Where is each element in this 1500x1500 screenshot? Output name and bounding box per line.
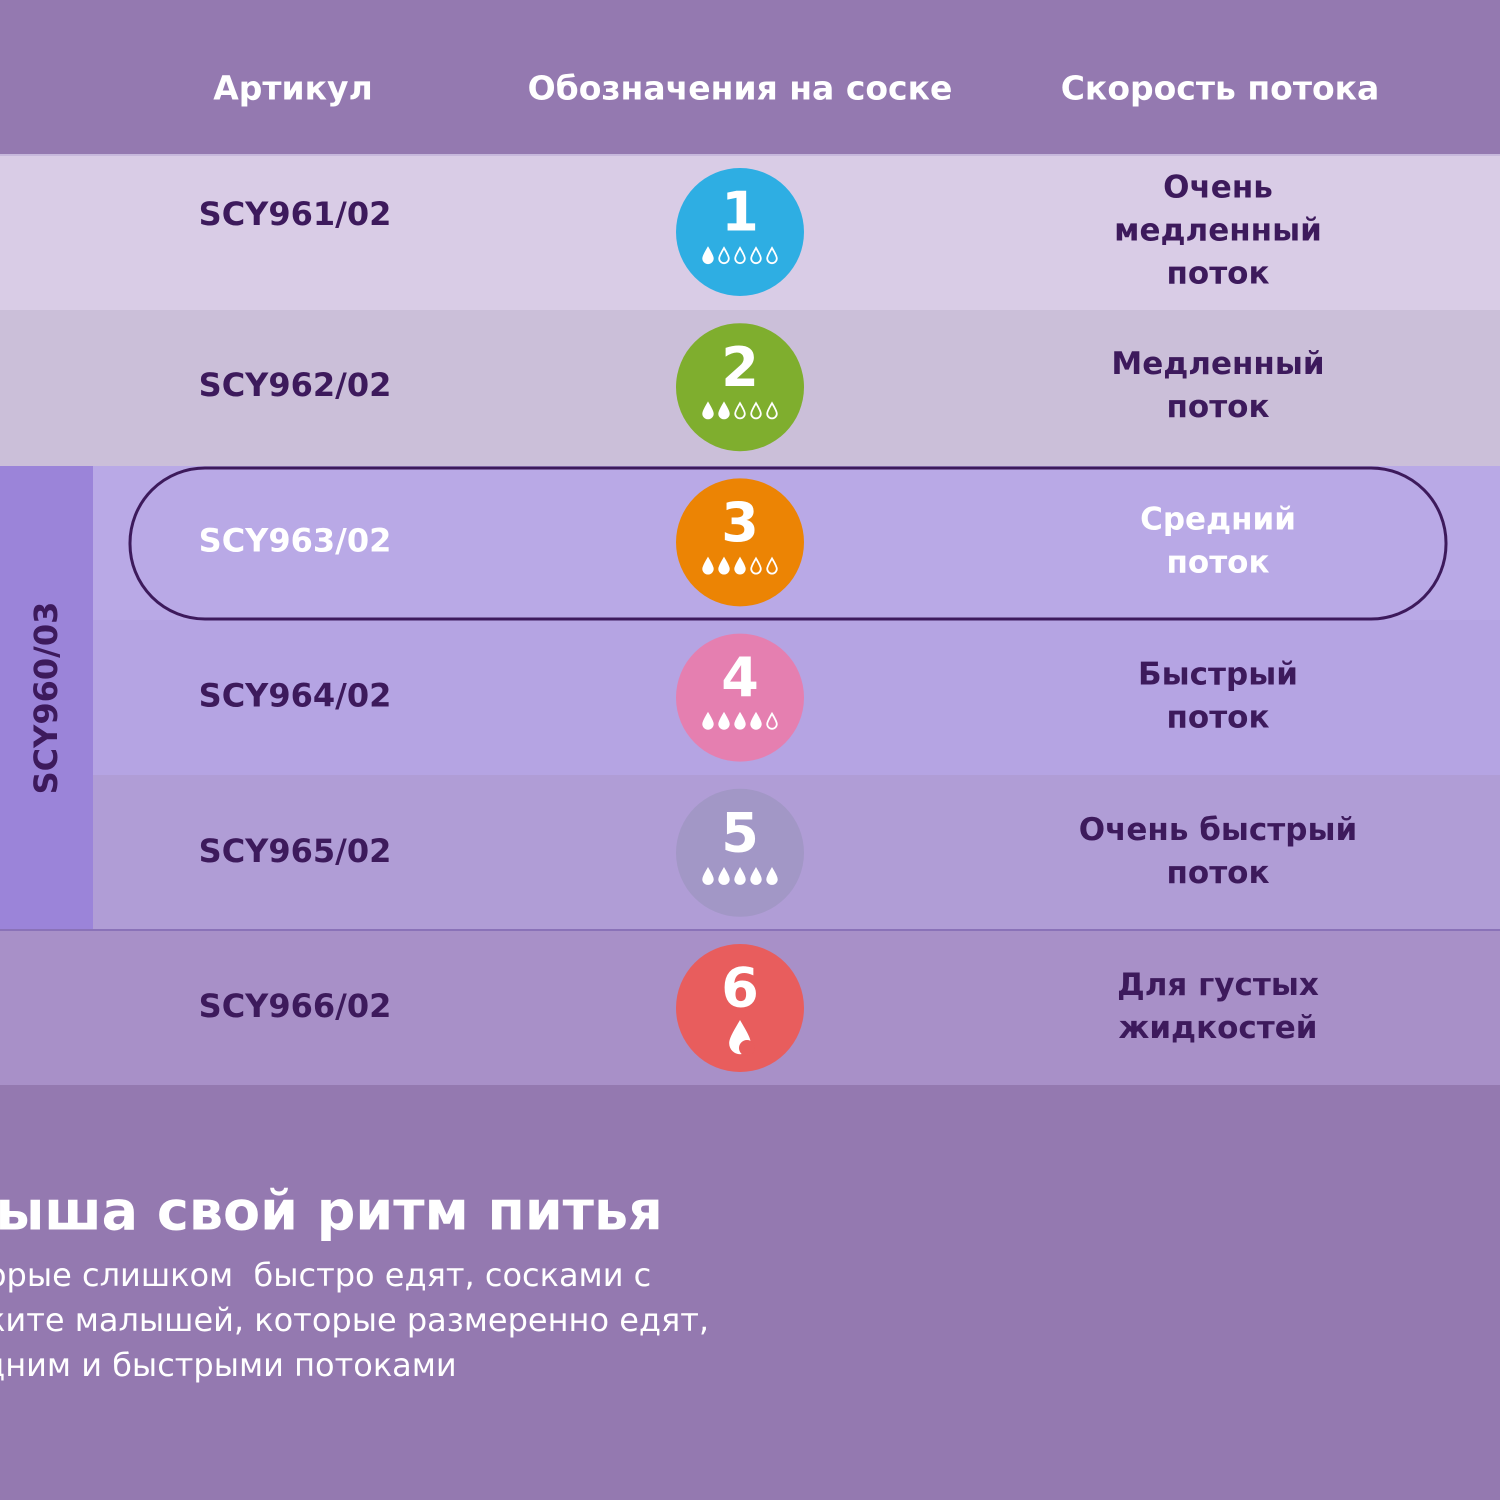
article: SCY962/02 [199,366,392,404]
flow-speed: медленный [1114,213,1322,249]
flow-drop [766,401,778,420]
flow-drop [734,401,746,420]
flow-drop [750,556,762,575]
flow-drop [750,246,762,265]
flow-speed: Для густых [1117,967,1319,1003]
column-header: Артикул [213,69,373,108]
flow-drop [702,401,714,420]
flow-drop [734,246,746,265]
nipple-number: 2 [721,336,759,399]
flow-drop [750,401,762,420]
flow-drop [734,711,746,730]
flow-drop [766,246,778,265]
flow-speed: Медленный [1111,346,1324,382]
flow-speed: поток [1166,389,1269,425]
flow-speed: Очень [1163,170,1273,206]
flow-speed: Очень быстрый [1079,812,1357,848]
article: SCY966/02 [199,987,392,1025]
nipple-number: 5 [721,801,759,864]
footer-text: Замедляйте малышей, которые слишком быст… [0,1256,651,1294]
group-label: SCY960/03 [27,602,65,795]
footer-title: У каждого малыша свой ритм питья [0,1180,663,1243]
flow-drop [750,711,762,730]
article: SCY963/02 [199,521,392,559]
flow-drop [734,556,746,575]
article: SCY965/02 [199,832,392,870]
flow-speed: поток [1166,256,1269,292]
flow-drop [702,867,714,885]
flow-drop [734,867,746,885]
flow-drop [702,556,714,575]
flow-drop [718,401,730,420]
footer-text: сосками со средним и быстрыми потоками [0,1346,457,1384]
flow-drop [702,711,714,730]
flow-speed: поток [1166,855,1269,891]
flow-drop [702,246,714,265]
column-header: Обозначения на соске [528,69,953,108]
flow-drop [718,711,730,730]
nipple-number: 4 [721,646,759,709]
flow-speed: жидкостей [1118,1010,1317,1046]
nipple-number: 6 [721,957,759,1020]
nipple-number: 1 [721,181,759,244]
article: SCY961/02 [199,195,392,233]
flow-drop [718,246,730,265]
thick-drop-icon [739,1040,755,1056]
flow-speed: Быстрый [1138,657,1298,693]
flow-speed: поток [1166,700,1269,736]
footer-text: меньшими потоками. Поддержите малышей, к… [0,1301,709,1339]
flow-drop [750,867,762,885]
flow-drop [718,556,730,575]
article: SCY964/02 [199,677,392,715]
flow-speed: поток [1166,544,1269,580]
group-bar [0,466,93,930]
flow-speed: Средний [1140,501,1296,537]
flow-drop [718,867,730,885]
nipple-number: 3 [721,491,759,554]
nipple-badge [676,944,804,1072]
column-header: Скорость потока [1061,69,1380,108]
highlight-outline [128,466,1448,621]
flow-drop [766,556,778,575]
flow-drop [766,711,778,730]
flow-drop [766,867,778,885]
